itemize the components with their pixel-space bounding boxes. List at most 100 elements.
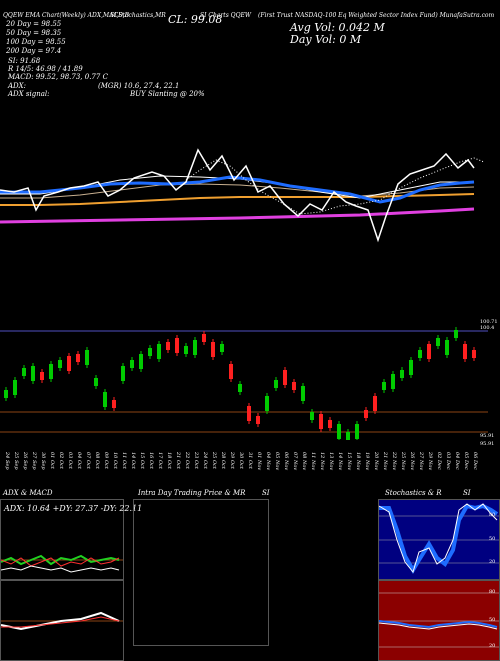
candle-body <box>364 410 368 418</box>
rsi-level-80: 80 <box>489 589 496 595</box>
date-label: 24 Sep <box>4 452 10 470</box>
date-label: 21 Oct <box>175 452 181 469</box>
date-label: 03 Oct <box>67 452 73 469</box>
date-label: 17 Oct <box>157 452 163 469</box>
adx-panel-title: ADX & MACD <box>3 489 53 497</box>
date-label: 25 Nov <box>400 452 406 471</box>
candle-body <box>13 380 17 395</box>
candle-body <box>382 382 386 390</box>
ma20-label: 20 Day = 98.55 <box>6 20 62 28</box>
chart-header: QQEW EMA Chart(Weekly) ADX,MACD,B <box>3 12 129 19</box>
candle-body <box>175 338 179 353</box>
date-label: 05 Nov <box>274 452 280 471</box>
date-label: 22 Oct <box>184 452 190 469</box>
candle-body <box>211 342 215 357</box>
date-label: 22 Nov <box>391 452 397 471</box>
date-label: 01 Nov <box>256 452 262 471</box>
candle-body <box>130 360 134 368</box>
chart-header-2: SI,Stochastics,MR <box>110 12 166 19</box>
date-label: 30 Oct <box>238 452 244 469</box>
date-label: 15 Nov <box>346 452 352 471</box>
stoch-si-label: SI <box>463 489 471 497</box>
candle-body <box>40 372 44 380</box>
candle-body <box>337 424 341 439</box>
date-label: 06 Nov <box>283 452 289 471</box>
stoch-level-50: 50 <box>489 536 496 542</box>
date-label: 18 Oct <box>166 452 172 469</box>
candle-chart <box>0 327 488 440</box>
stoch-panel: 80 50 20 <box>378 499 500 580</box>
date-label: 24 Oct <box>202 452 208 469</box>
date-label: 26 Sep <box>22 452 28 470</box>
si-label: SI: 91.68 <box>8 57 41 65</box>
ma100-label: 100 Day = 98.55 <box>6 38 66 46</box>
intraday-panel-title: Intra Day Trading Price & MR <box>138 489 246 497</box>
candle-body <box>454 330 458 338</box>
adx-panel-values: ADX: 10.64 +DY: 27.37 -DY: 22.11 <box>4 504 143 513</box>
candle-body <box>112 400 116 408</box>
date-label: 10 Oct <box>112 452 118 469</box>
date-label: 04 Oct <box>76 452 82 469</box>
date-label: 31 Oct <box>247 452 253 469</box>
adx-signal-label: ADX signal: <box>8 90 50 98</box>
date-label: 23 Oct <box>193 452 199 469</box>
close-label: CL: 99.08 <box>168 13 223 26</box>
candle-body <box>391 374 395 389</box>
candle-body <box>301 386 305 401</box>
candle-body <box>184 346 188 354</box>
date-label: 12 Nov <box>319 452 325 471</box>
date-label: 02 Oct <box>58 452 64 469</box>
stoch-level-20: 20 <box>489 559 496 565</box>
candle-body <box>157 344 161 359</box>
candle-body <box>319 414 323 429</box>
candle-body <box>31 366 35 381</box>
date-label: 30 Sep <box>40 452 46 470</box>
candle-body <box>472 350 476 358</box>
date-label: 11 Nov <box>310 452 316 471</box>
date-label: 25 Oct <box>211 452 217 469</box>
price-bottom-label-2: 95.91 <box>480 441 495 447</box>
intraday-panel <box>133 499 269 646</box>
candle-body <box>94 378 98 386</box>
rsi-panel: 80 50 20 <box>378 580 500 661</box>
r-label: R 14/5: 46.98 / 41.89 <box>8 65 83 73</box>
candle-body <box>292 382 296 390</box>
date-label: 15 Oct <box>139 452 145 469</box>
chart-header-4: (First Trust NASDAQ-100 Eq Weighted Sect… <box>258 12 495 19</box>
date-label: 18 Nov <box>355 452 361 471</box>
date-label: 06 Dec <box>472 452 478 470</box>
price-top-label-2: 100.4 <box>480 325 495 331</box>
rsi-level-20: 20 <box>489 643 496 649</box>
date-label: 04 Nov <box>265 452 271 471</box>
candle-body <box>193 340 197 355</box>
day-vol-label: Day Vol: 0 M <box>290 33 362 46</box>
candle-body <box>202 334 206 342</box>
candle-body <box>328 420 332 428</box>
candle-body <box>139 354 143 369</box>
date-label: 07 Oct <box>85 452 91 469</box>
candle-body <box>355 424 359 439</box>
candle-body <box>445 340 449 355</box>
date-label: 26 Nov <box>409 452 415 471</box>
candle-body <box>409 360 413 375</box>
ema-chart <box>0 148 485 243</box>
chart-header-3: SI Charts QQEW <box>200 12 252 19</box>
ma50-label: 50 Day = 98.35 <box>6 29 62 37</box>
date-label: 05 Dec <box>463 452 469 470</box>
ma-blue-line <box>0 175 475 204</box>
candle-body <box>373 396 377 411</box>
candle-body <box>103 392 107 407</box>
candle-body <box>256 416 260 424</box>
candle-body <box>283 370 287 385</box>
candle-body <box>238 384 242 392</box>
candle-body <box>220 344 224 352</box>
adx-panel: ADX: 10.64 +DY: 27.37 -DY: 22.11 <box>0 499 142 580</box>
candle-body <box>418 350 422 358</box>
adx-label: ADX: <box>8 82 27 90</box>
candle-body <box>76 354 80 362</box>
candle-body <box>463 344 467 359</box>
price-top-label: 100.71 <box>480 319 498 325</box>
date-label: 19 Nov <box>364 452 370 471</box>
date-label: 04 Dec <box>454 452 460 470</box>
date-label: 01 Oct <box>49 452 55 469</box>
